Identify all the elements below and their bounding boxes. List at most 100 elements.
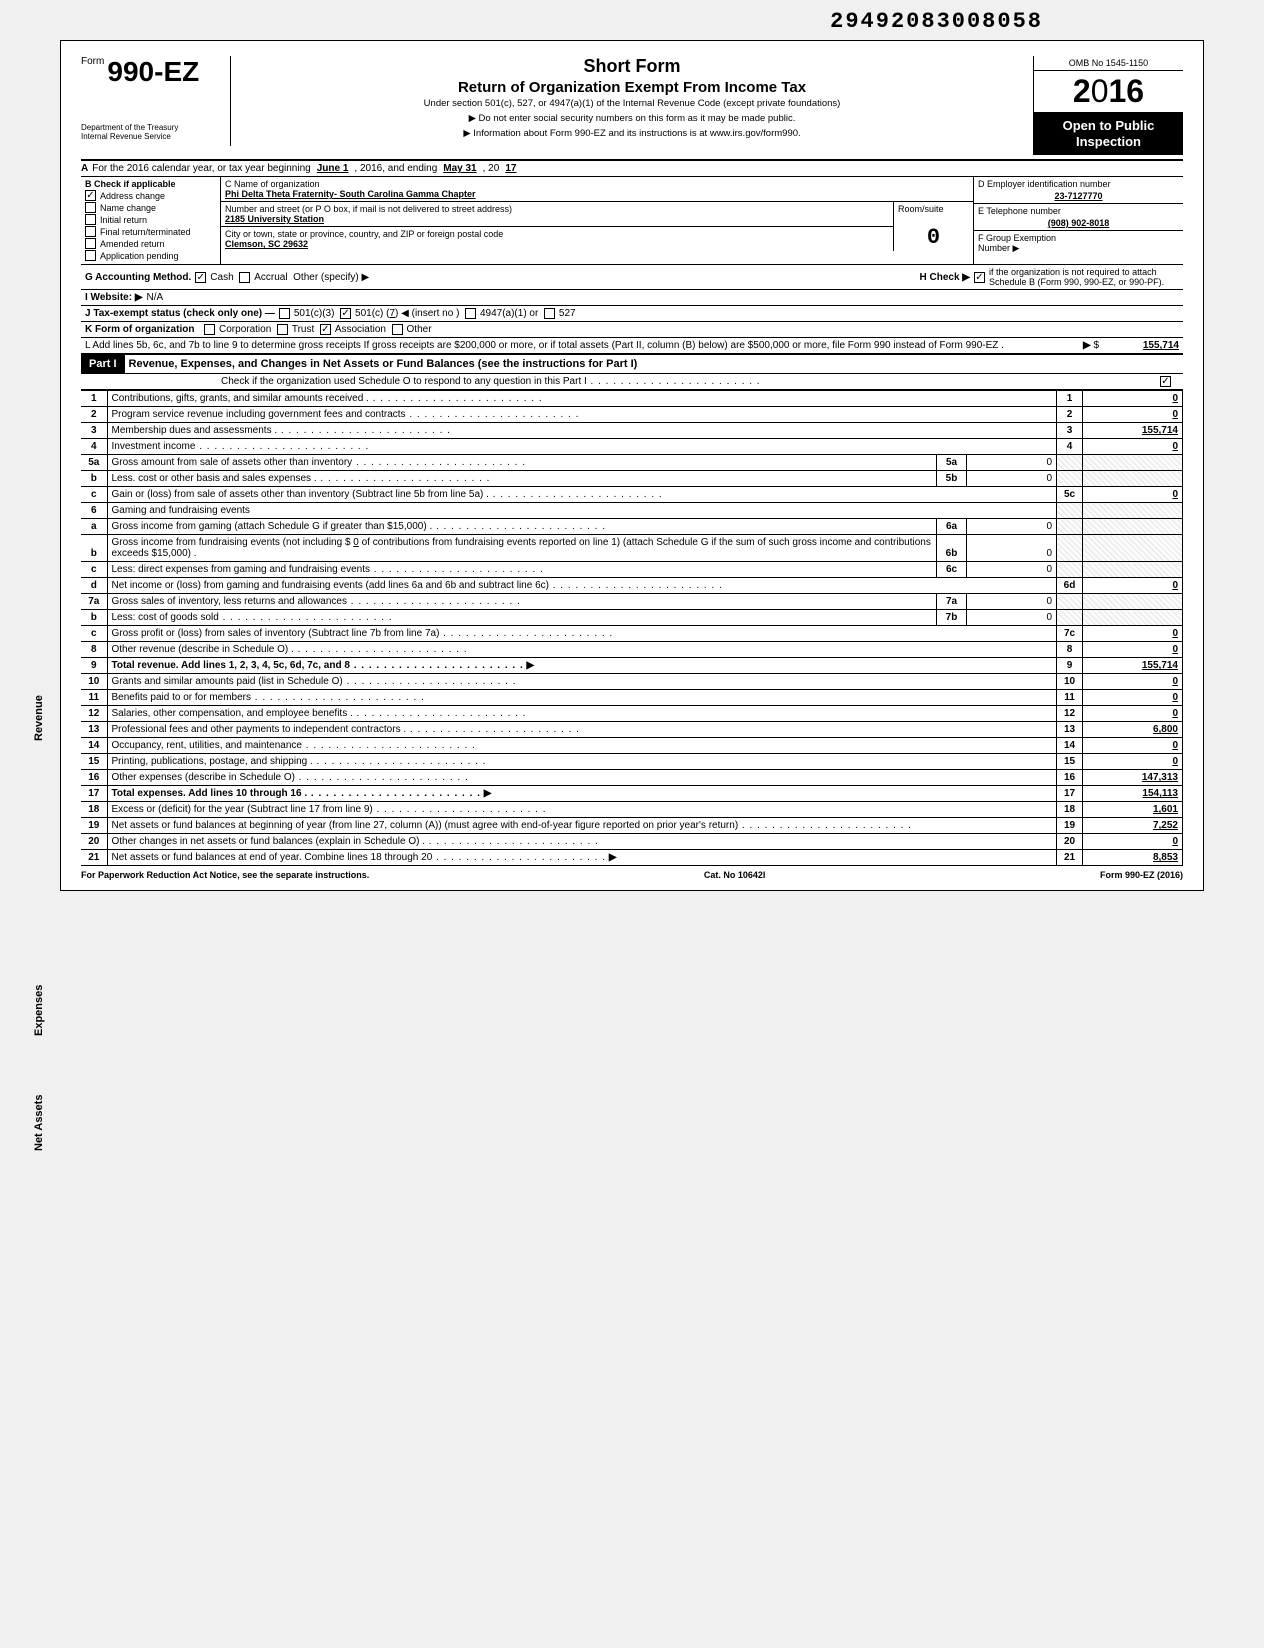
col-def: D Employer identification number 23-7127… — [973, 177, 1183, 264]
room-suite-val[interactable]: 0 — [898, 227, 969, 249]
row-gh: G Accounting Method. ✓Cash Accrual Other… — [81, 265, 1183, 290]
ein-value[interactable]: 23-7127770 — [978, 191, 1179, 201]
line-7a: 7aGross sales of inventory, less returns… — [81, 594, 1183, 610]
line-13: 13Professional fees and other payments t… — [81, 722, 1183, 738]
line-8: 8Other revenue (describe in Schedule O) … — [81, 642, 1183, 658]
page-footer: For Paperwork Reduction Act Notice, see … — [81, 866, 1183, 880]
check-501c[interactable]: ✓ — [340, 308, 351, 319]
line-18: 18Excess or (deficit) for the year (Subt… — [81, 802, 1183, 818]
line-20: 20Other changes in net assets or fund ba… — [81, 834, 1183, 850]
check-cash[interactable]: ✓ — [195, 272, 206, 283]
check-final-return[interactable]: Final return/terminated — [85, 226, 216, 237]
row-l-gross-receipts: L Add lines 5b, 6c, and 7b to line 9 to … — [81, 338, 1183, 354]
phone-value[interactable]: (908) 902-8018 — [978, 218, 1179, 228]
tax-year-end-yr[interactable]: 17 — [505, 163, 516, 174]
line-6: 6Gaming and fundraising events — [81, 503, 1183, 519]
line-7b: bLess: cost of goods sold7b0 — [81, 610, 1183, 626]
form-word: Form — [81, 56, 104, 67]
part1-schedule-o-check: Check if the organization used Schedule … — [81, 374, 1183, 390]
org-name-block: C Name of organization Phi Delta Theta F… — [221, 177, 973, 202]
org-street-block: Number and street (or P O box, if mail i… — [221, 202, 893, 227]
public-inspection-badge: Open to Public Inspection — [1034, 112, 1183, 155]
stamp-number: 29492083008058 — [830, 9, 1043, 34]
year-box: OMB No 1545-1150 20201616 Open to Public… — [1033, 56, 1183, 155]
part1-lines-table: 1Contributions, gifts, grants, and simil… — [81, 390, 1183, 866]
part1-badge: Part I — [81, 355, 125, 373]
omb-number: OMB No 1545-1150 — [1034, 56, 1183, 71]
line-9: 9Total revenue. Add lines 1, 2, 3, 4, 5c… — [81, 658, 1183, 674]
tax-year: 20201616 — [1034, 71, 1183, 112]
check-initial-return[interactable]: Initial return — [85, 214, 216, 225]
line-11: 11Benefits paid to or for members110 — [81, 690, 1183, 706]
org-street[interactable]: 2185 University Station — [225, 214, 889, 224]
check-application-pending[interactable]: Application pending — [85, 250, 216, 261]
title-box: Short Form Return of Organization Exempt… — [231, 56, 1033, 139]
check-association[interactable]: ✓ — [320, 324, 331, 335]
footer-left: For Paperwork Reduction Act Notice, see … — [81, 870, 369, 880]
line-17: 17Total expenses. Add lines 10 through 1… — [81, 786, 1183, 802]
side-label-revenue: Revenue — [33, 695, 45, 741]
row-i-website: I Website: ▶ N/A — [81, 290, 1183, 306]
check-schedule-b-not-required[interactable]: ✓ — [974, 272, 985, 283]
check-4947a1[interactable] — [465, 308, 476, 319]
line-6b: bGross income from fundraising events (n… — [81, 535, 1183, 562]
section-bcdef: B Check if applicable ✓Address change Na… — [81, 177, 1183, 265]
gross-receipts-value[interactable]: 155,714 — [1099, 340, 1179, 351]
col-c-org: C Name of organization Phi Delta Theta F… — [221, 177, 973, 264]
col-b-checks: B Check if applicable ✓Address change Na… — [81, 177, 221, 264]
part1-header-row: Part I Revenue, Expenses, and Changes in… — [81, 354, 1183, 374]
title-short: Short Form — [239, 56, 1025, 77]
check-accrual[interactable] — [239, 272, 250, 283]
line-19: 19Net assets or fund balances at beginni… — [81, 818, 1183, 834]
website-value[interactable]: N/A — [147, 292, 164, 303]
line-10: 10Grants and similar amounts paid (list … — [81, 674, 1183, 690]
org-name[interactable]: Phi Delta Theta Fraternity- South Caroli… — [225, 189, 969, 199]
line-2: 2Program service revenue including gover… — [81, 407, 1183, 423]
check-other-org[interactable] — [392, 324, 403, 335]
line-5c: cGain or (loss) from sale of assets othe… — [81, 487, 1183, 503]
tax-year-end-month[interactable]: May 31 — [443, 163, 476, 174]
title-under: Under section 501(c), 527, or 4947(a)(1)… — [239, 98, 1025, 109]
tax-year-begin[interactable]: June 1 — [317, 163, 349, 174]
check-address-change[interactable]: ✓Address change — [85, 190, 216, 201]
line-14: 14Occupancy, rent, utilities, and mainte… — [81, 738, 1183, 754]
row-j-tax-exempt: J Tax-exempt status (check only one) — 5… — [81, 306, 1183, 322]
form-number: 990-EZ — [107, 56, 199, 87]
footer-right: Form 990-EZ (2016) — [1100, 870, 1183, 880]
line-6a: aGross income from gaming (attach Schedu… — [81, 519, 1183, 535]
check-amended-return[interactable]: Amended return — [85, 238, 216, 249]
line-6d: dNet income or (loss) from gaming and fu… — [81, 578, 1183, 594]
side-label-net-assets: Net Assets — [33, 1095, 45, 1151]
phone-block: E Telephone number (908) 902-8018 — [974, 204, 1183, 231]
row-a-tax-year: A For the 2016 calendar year, or tax yea… — [81, 161, 1183, 177]
footer-mid: Cat. No 10642I — [704, 870, 766, 880]
check-corporation[interactable] — [204, 324, 215, 335]
title-main: Return of Organization Exempt From Incom… — [239, 79, 1025, 96]
line-15: 15Printing, publications, postage, and s… — [81, 754, 1183, 770]
form-id-box: Form 990-EZ Department of the Treasury I… — [81, 56, 231, 146]
check-527[interactable] — [544, 308, 555, 319]
title-arrow2: ▶ Information about Form 990-EZ and its … — [239, 128, 1025, 139]
line-21: 21Net assets or fund balances at end of … — [81, 850, 1183, 866]
side-label-expenses: Expenses — [33, 985, 45, 1036]
line-5b: bLess. cost or other basis and sales exp… — [81, 471, 1183, 487]
part1-title: Revenue, Expenses, and Changes in Net As… — [125, 358, 638, 370]
check-name-change[interactable]: Name change — [85, 202, 216, 213]
title-arrow1: ▶ Do not enter social security numbers o… — [239, 113, 1025, 124]
line-6c: cLess: direct expenses from gaming and f… — [81, 562, 1183, 578]
group-exempt-block: F Group Exemption Number ▶ — [974, 231, 1183, 256]
room-suite-block: Room/suite 0 — [893, 202, 973, 251]
line-16: 16Other expenses (describe in Schedule O… — [81, 770, 1183, 786]
check-501c3[interactable] — [279, 308, 290, 319]
line-4: 4Investment income40 — [81, 439, 1183, 455]
line-1: 1Contributions, gifts, grants, and simil… — [81, 391, 1183, 407]
line-12: 12Salaries, other compensation, and empl… — [81, 706, 1183, 722]
check-schedule-o[interactable]: ✓ — [1160, 376, 1171, 387]
check-trust[interactable] — [277, 324, 288, 335]
line-7c: cGross profit or (loss) from sales of in… — [81, 626, 1183, 642]
form-header: Form 990-EZ Department of the Treasury I… — [81, 56, 1183, 161]
line-3: 3Membership dues and assessments .3155,7… — [81, 423, 1183, 439]
dept-treasury: Department of the Treasury Internal Reve… — [81, 124, 222, 142]
org-city[interactable]: Clemson, SC 29632 — [225, 239, 889, 249]
org-city-block: City or town, state or province, country… — [221, 227, 893, 251]
